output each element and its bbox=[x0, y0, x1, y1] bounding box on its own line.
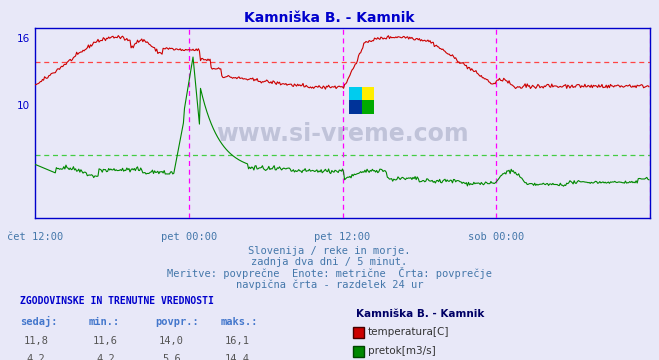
Text: sedaj:: sedaj: bbox=[20, 316, 57, 327]
Text: povpr.:: povpr.: bbox=[155, 317, 198, 327]
Text: 10: 10 bbox=[17, 101, 30, 111]
Text: Kamniška B. - Kamnik: Kamniška B. - Kamnik bbox=[356, 309, 484, 319]
Text: 11,8: 11,8 bbox=[24, 336, 49, 346]
Text: Meritve: povprečne  Enote: metrične  Črta: povprečje: Meritve: povprečne Enote: metrične Črta:… bbox=[167, 267, 492, 279]
Text: temperatura[C]: temperatura[C] bbox=[368, 327, 449, 337]
Text: Slovenija / reke in morje.: Slovenija / reke in morje. bbox=[248, 246, 411, 256]
Text: www.si-vreme.com: www.si-vreme.com bbox=[216, 122, 469, 147]
Text: čet 12:00: čet 12:00 bbox=[7, 233, 63, 242]
Text: 4,2: 4,2 bbox=[27, 354, 45, 360]
Text: ZGODOVINSKE IN TRENUTNE VREDNOSTI: ZGODOVINSKE IN TRENUTNE VREDNOSTI bbox=[20, 296, 214, 306]
Text: 16: 16 bbox=[17, 34, 30, 44]
Text: 14,4: 14,4 bbox=[225, 354, 250, 360]
Text: pet 12:00: pet 12:00 bbox=[314, 233, 370, 242]
Text: navpična črta - razdelek 24 ur: navpična črta - razdelek 24 ur bbox=[236, 280, 423, 291]
Text: sob 00:00: sob 00:00 bbox=[468, 233, 525, 242]
Text: maks.:: maks.: bbox=[221, 317, 258, 327]
Text: 14,0: 14,0 bbox=[159, 336, 184, 346]
Text: 5,6: 5,6 bbox=[162, 354, 181, 360]
Text: pet 00:00: pet 00:00 bbox=[161, 233, 217, 242]
Text: min.:: min.: bbox=[89, 317, 120, 327]
Text: 16,1: 16,1 bbox=[225, 336, 250, 346]
Text: 4,2: 4,2 bbox=[96, 354, 115, 360]
Text: pretok[m3/s]: pretok[m3/s] bbox=[368, 346, 436, 356]
Text: 11,6: 11,6 bbox=[93, 336, 118, 346]
Text: zadnja dva dni / 5 minut.: zadnja dva dni / 5 minut. bbox=[251, 257, 408, 267]
Text: Kamniška B. - Kamnik: Kamniška B. - Kamnik bbox=[244, 11, 415, 25]
